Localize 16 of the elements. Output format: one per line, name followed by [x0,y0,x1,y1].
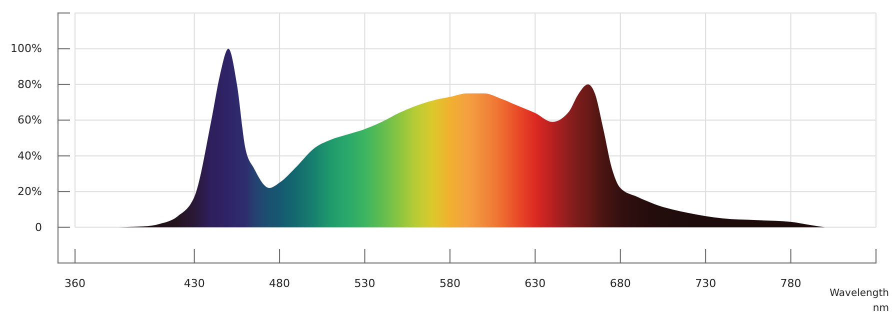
x-axis-title: Wavelength nm [830,288,889,314]
y-tick-label: 100% [10,42,42,56]
x-tick-label: 530 [354,276,376,290]
x-tick-label: 360 [64,276,86,290]
x-tick-label: 730 [695,276,716,290]
x-tick-label: 480 [269,276,290,290]
x-tick-label: 780 [780,276,802,290]
y-tick-label: 40% [18,149,42,162]
y-tick-label: 60% [18,114,42,127]
x-tick-label: 430 [184,276,205,290]
x-tick-label: 630 [524,276,546,290]
y-tick-label: 20% [18,185,42,198]
y-tick-label: 80% [18,78,42,91]
x-tick-label: 680 [610,276,631,290]
x-tick-label: 580 [439,276,460,290]
y-tick-label: 0 [35,220,42,234]
